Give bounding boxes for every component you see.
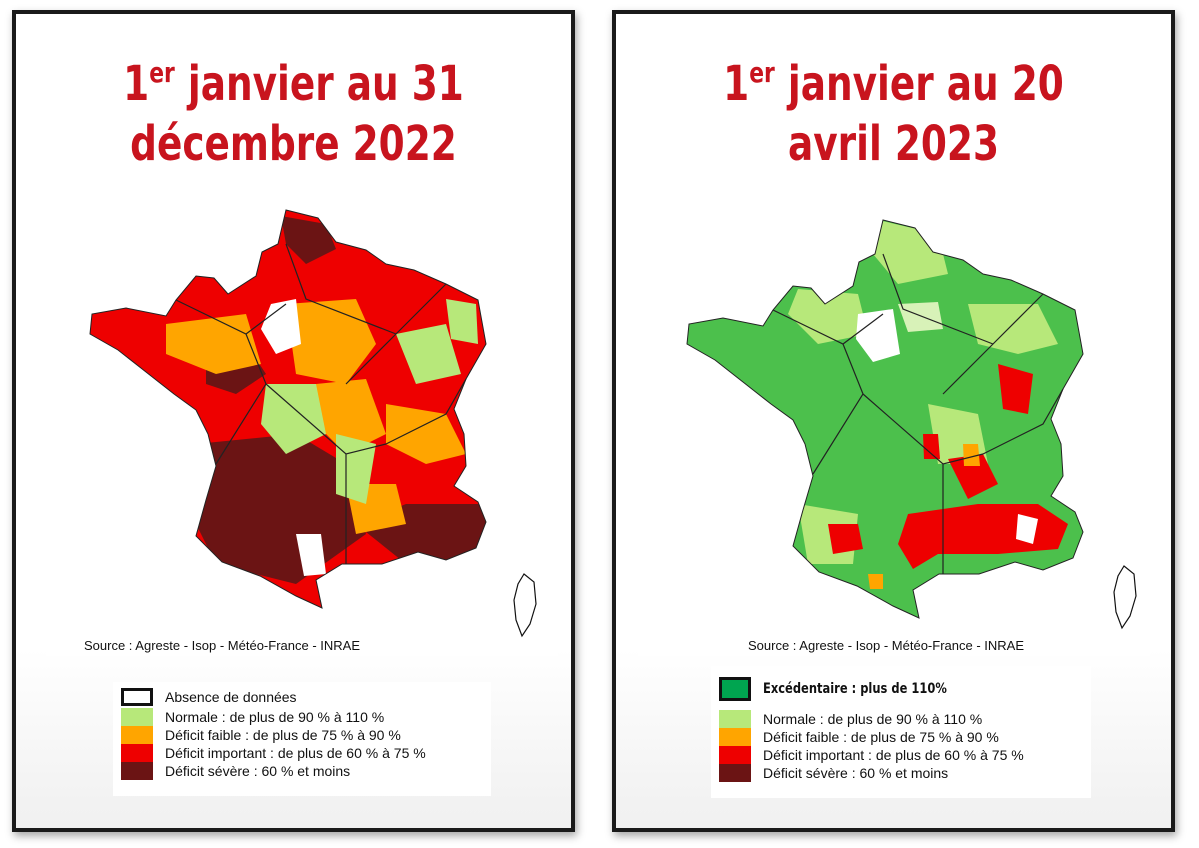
legend-label: Excédentaire : plus de 110% <box>763 681 947 697</box>
legend-item: Normale : de plus de 90 % à 110 % <box>711 710 1091 728</box>
france-map-svg: Source : Agreste - Isop - Météo-France -… <box>686 219 1137 653</box>
panel-title: 1er janvier au 20 avril 2023 <box>677 54 1110 174</box>
legend-item: Déficit faible : de plus de 75 % à 90 % <box>711 728 1091 746</box>
legend-swatch-deficit-severe <box>121 762 153 780</box>
title-prefix: 1 <box>723 56 750 112</box>
title-line1: janvier au 31 <box>174 56 464 112</box>
legend-swatch-deficit-important <box>121 744 153 762</box>
map-regions <box>687 220 1083 618</box>
title-prefix: 1 <box>123 56 150 112</box>
legend-label: Normale : de plus de 90 % à 110 % <box>165 709 385 725</box>
source-text: Source : Agreste - Isop - Météo-France -… <box>748 638 1024 653</box>
title-superscript: er <box>149 56 175 89</box>
legend: Excédentaire : plus de 110% Normale : de… <box>711 666 1091 798</box>
legend-label: Déficit sévère : 60 % et moins <box>165 763 351 779</box>
panel-title: 1er janvier au 31 décembre 2022 <box>77 54 510 174</box>
legend-swatch-deficit-important <box>719 746 751 764</box>
france-map: Source : Agreste - Isop - Météo-France -… <box>46 204 558 656</box>
legend-item: Déficit sévère : 60 % et moins <box>113 762 491 780</box>
legend-swatch-no-data <box>121 688 153 706</box>
legend-label: Déficit important : de plus de 60 % à 75… <box>763 747 1024 763</box>
legend-item: Déficit faible : de plus de 75 % à 90 % <box>113 726 491 744</box>
legend-label: Déficit faible : de plus de 75 % à 90 % <box>165 727 401 743</box>
legend-swatch-normal <box>719 710 751 728</box>
title-superscript: er <box>749 56 775 89</box>
france-map: Source : Agreste - Isop - Météo-France -… <box>638 204 1150 656</box>
map-regions <box>90 210 486 608</box>
legend-swatch-excedentaire <box>719 677 751 701</box>
legend-label: Déficit important : de plus de 60 % à 75… <box>165 745 426 761</box>
france-map-svg: Source : Agreste - Isop - Météo-France -… <box>84 209 537 653</box>
corsica-outline <box>1113 565 1137 630</box>
region-borders <box>772 253 1064 574</box>
legend-label: Déficit sévère : 60 % et moins <box>763 765 949 781</box>
legend-label: Normale : de plus de 90 % à 110 % <box>763 711 983 727</box>
source-text: Source : Agreste - Isop - Météo-France -… <box>84 638 360 653</box>
legend-swatch-deficit-severe <box>719 764 751 782</box>
legend: Absence de données Normale : de plus de … <box>113 682 491 796</box>
legend-label: Déficit faible : de plus de 75 % à 90 % <box>763 729 999 745</box>
legend-item: Déficit important : de plus de 60 % à 75… <box>711 746 1091 764</box>
region-borders <box>175 243 467 564</box>
legend-item: Normale : de plus de 90 % à 110 % <box>113 708 491 726</box>
legend-item: Déficit important : de plus de 60 % à 75… <box>113 744 491 762</box>
title-line2: avril 2023 <box>787 116 1000 172</box>
legend-label: Absence de données <box>165 689 297 705</box>
panel-2023: 1er janvier au 20 avril 2023 <box>612 10 1175 832</box>
legend-swatch-deficit-faible <box>719 728 751 746</box>
legend-item: Absence de données <box>113 688 491 706</box>
legend-swatch-deficit-faible <box>121 726 153 744</box>
legend-swatch-normal <box>121 708 153 726</box>
title-line2: décembre 2022 <box>130 116 457 172</box>
legend-item: Déficit sévère : 60 % et moins <box>711 764 1091 782</box>
title-line1: janvier au 20 <box>774 56 1064 112</box>
panel-2022: 1er janvier au 31 décembre 2022 <box>12 10 575 832</box>
corsica-outline <box>513 573 537 638</box>
legend-item: Excédentaire : plus de 110% <box>711 677 1091 701</box>
